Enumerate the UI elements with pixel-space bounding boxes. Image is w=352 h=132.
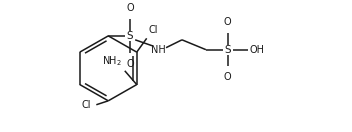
- Text: O: O: [126, 58, 134, 69]
- Text: O: O: [224, 17, 232, 27]
- Text: S: S: [225, 45, 231, 55]
- Text: Cl: Cl: [82, 100, 91, 110]
- Text: NH$_2$: NH$_2$: [102, 54, 122, 68]
- Text: O: O: [224, 72, 232, 82]
- Text: O: O: [126, 3, 134, 13]
- Text: Cl: Cl: [149, 25, 158, 35]
- Text: S: S: [127, 31, 133, 41]
- Text: NH: NH: [151, 45, 165, 55]
- Text: OH: OH: [250, 45, 265, 55]
